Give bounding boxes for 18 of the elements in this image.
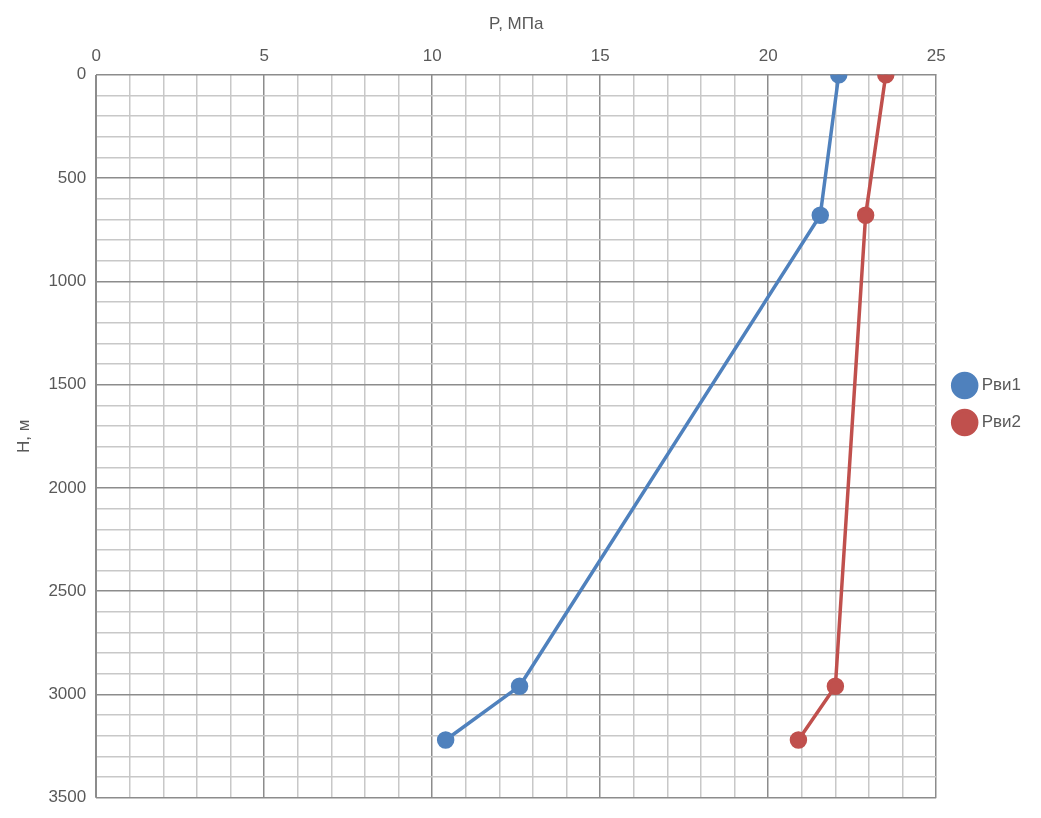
x-tick-label: 0 xyxy=(91,46,101,66)
x-tick-label: 25 xyxy=(926,46,946,66)
x-axis-title: P, МПа xyxy=(488,13,544,33)
y-tick-label: 1500 xyxy=(48,374,87,394)
x-tick-label: 5 xyxy=(259,46,269,66)
x-tick-label: 10 xyxy=(422,46,442,66)
x-tick-label: 20 xyxy=(758,46,778,66)
y-tick-label: 3500 xyxy=(48,787,87,807)
legend-label: Рви1 xyxy=(981,375,1022,395)
y-tick-label: 1000 xyxy=(48,271,87,291)
y-tick-label: 500 xyxy=(57,167,87,187)
y-tick-label: 2000 xyxy=(48,477,87,497)
legend-label: Рви2 xyxy=(981,412,1022,432)
y-axis-title: H, м xyxy=(13,419,33,454)
y-tick-label: 2500 xyxy=(48,580,87,600)
x-tick-label: 15 xyxy=(590,46,610,66)
y-tick-label: 3000 xyxy=(48,684,87,704)
y-tick-label: 0 xyxy=(76,64,87,84)
